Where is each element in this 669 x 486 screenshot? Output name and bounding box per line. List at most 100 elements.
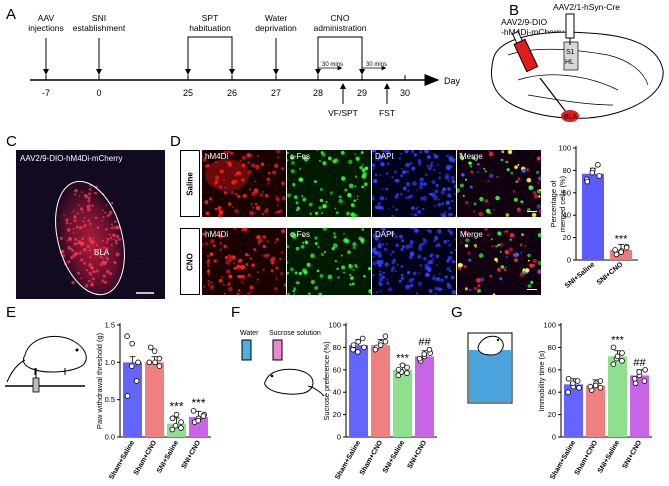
- data-point: [641, 378, 648, 384]
- channel-label: hM4Di: [205, 152, 229, 161]
- panel-label-a: A: [6, 6, 17, 23]
- timeline-tick-label: 26: [227, 88, 237, 98]
- data-point: [124, 393, 131, 399]
- data-point: [597, 378, 604, 384]
- timeline-tick-label: 27: [271, 88, 281, 98]
- panel-label-d: D: [170, 133, 181, 150]
- data-point: [576, 384, 582, 391]
- x-tick-label: Sham+CNO: [574, 439, 600, 477]
- data-point: [190, 408, 197, 414]
- data-point: [178, 419, 184, 425]
- data-point: [614, 353, 621, 360]
- data-point: [355, 349, 361, 355]
- channel-label: hM4Di: [205, 230, 229, 239]
- scale-bar: [527, 210, 537, 212]
- data-point: [574, 378, 581, 384]
- x-tick-label: SNI+CNO: [181, 439, 203, 470]
- sucrose-label: Sucrose solution: [269, 330, 321, 337]
- data-point: [124, 333, 130, 340]
- panel-label-b: B: [509, 2, 520, 19]
- timeline-tick-label: 29: [357, 88, 367, 98]
- y-axis-label: Paw withdrawal threshold (g): [95, 332, 104, 429]
- y-tick-label: 0.5: [105, 395, 115, 404]
- y-axis-label: Sucrose preference (%): [322, 341, 331, 421]
- significance-annotation: ***: [611, 334, 625, 346]
- data-point: [169, 415, 176, 422]
- significance-annotation: ***: [615, 234, 629, 246]
- chart-immobility-time: 0 20 40 60 80 100 Immobility time (s) Sham+Sali…: [537, 321, 652, 481]
- data-point: [589, 169, 596, 176]
- x-tick-label: SNI+CNO: [596, 261, 625, 287]
- data-point: [612, 247, 618, 253]
- data-point: [156, 355, 163, 362]
- swimming-mouse-icon: [477, 335, 504, 356]
- bar: [630, 375, 649, 437]
- forced-swim-illustration: [467, 332, 513, 404]
- fluorescence-image: c-Fos: [287, 228, 371, 295]
- y-tick-label: 80: [563, 166, 571, 175]
- x-tick-label: SNI+Saline: [564, 261, 596, 290]
- data-point: [152, 359, 158, 366]
- data-point: [404, 370, 410, 376]
- mouse-icon: [264, 368, 314, 395]
- data-point: [596, 173, 603, 179]
- data-point: [382, 338, 389, 345]
- channel-label: Merge: [460, 230, 483, 239]
- virus1-label-line2: -hM4Di-mCherry: [501, 27, 565, 37]
- timeline-tick-label: 30: [400, 88, 410, 98]
- data-point: [623, 244, 630, 251]
- data-point: [350, 342, 357, 348]
- fluorescence-image: hM4Di: [202, 150, 286, 217]
- x-tick-label: Sham+Saline: [334, 439, 362, 480]
- x-tick-label: Sham+CNO: [133, 439, 159, 477]
- bar: [586, 385, 605, 437]
- y-tick-label: 60: [548, 365, 556, 374]
- y-tick-label: 40: [548, 388, 556, 397]
- data-point: [570, 380, 576, 387]
- timeline-tick-label: 0: [96, 88, 101, 98]
- y-tick-label: 0.0: [105, 433, 115, 442]
- y-tick-label: 60: [563, 188, 571, 197]
- data-point: [395, 372, 402, 379]
- data-point: [151, 348, 158, 354]
- test-label: FST: [379, 108, 395, 118]
- y-tick-label: 100: [558, 144, 571, 153]
- data-point: [636, 369, 643, 375]
- y-tick-label: 1.5: [105, 321, 115, 330]
- panel-label-f: F: [231, 304, 241, 321]
- significance-annotation: ##: [418, 337, 431, 349]
- channel-label: DAPI: [375, 230, 394, 239]
- panel-label-c: C: [6, 133, 17, 150]
- timeline-tick-label: 25: [183, 88, 193, 98]
- von-frey-mouse-illustration: [5, 335, 87, 393]
- x-tick-label: SNI+Saline: [156, 439, 180, 474]
- timeline-event-label: administration: [314, 23, 367, 33]
- y-tick-label: 20: [563, 233, 571, 242]
- panel-label-e: E: [6, 304, 17, 321]
- timeline-event-label: SNI: [92, 13, 106, 23]
- y-tick-label: 80: [548, 343, 556, 352]
- test-label: VF/SPT: [328, 108, 358, 118]
- data-point: [146, 359, 153, 366]
- data-point: [169, 426, 176, 433]
- data-point: [404, 364, 410, 371]
- row-label: CNO: [180, 228, 200, 295]
- y-tick-label: 0: [552, 433, 556, 442]
- y-axis-label: merged cells (%): [558, 175, 567, 232]
- data-point: [173, 411, 180, 418]
- data-point: [584, 178, 591, 185]
- data-point: [597, 384, 604, 391]
- data-point: [618, 249, 624, 255]
- y-tick-label: 20: [548, 410, 556, 419]
- data-point: [565, 389, 571, 395]
- x-tick-label: Sham+Saline: [108, 439, 136, 480]
- bar: [564, 384, 583, 437]
- region-s1-label: S1: [566, 49, 575, 56]
- micrograph-region-label: BLA: [94, 248, 110, 257]
- fluorescence-image: c-Fos: [287, 150, 371, 217]
- data-point: [133, 378, 140, 384]
- bla-micrograph: AAV2/9-DIO-hM4Di-mCherry BLA: [16, 150, 165, 299]
- data-point: [426, 346, 433, 353]
- data-point: [587, 383, 594, 390]
